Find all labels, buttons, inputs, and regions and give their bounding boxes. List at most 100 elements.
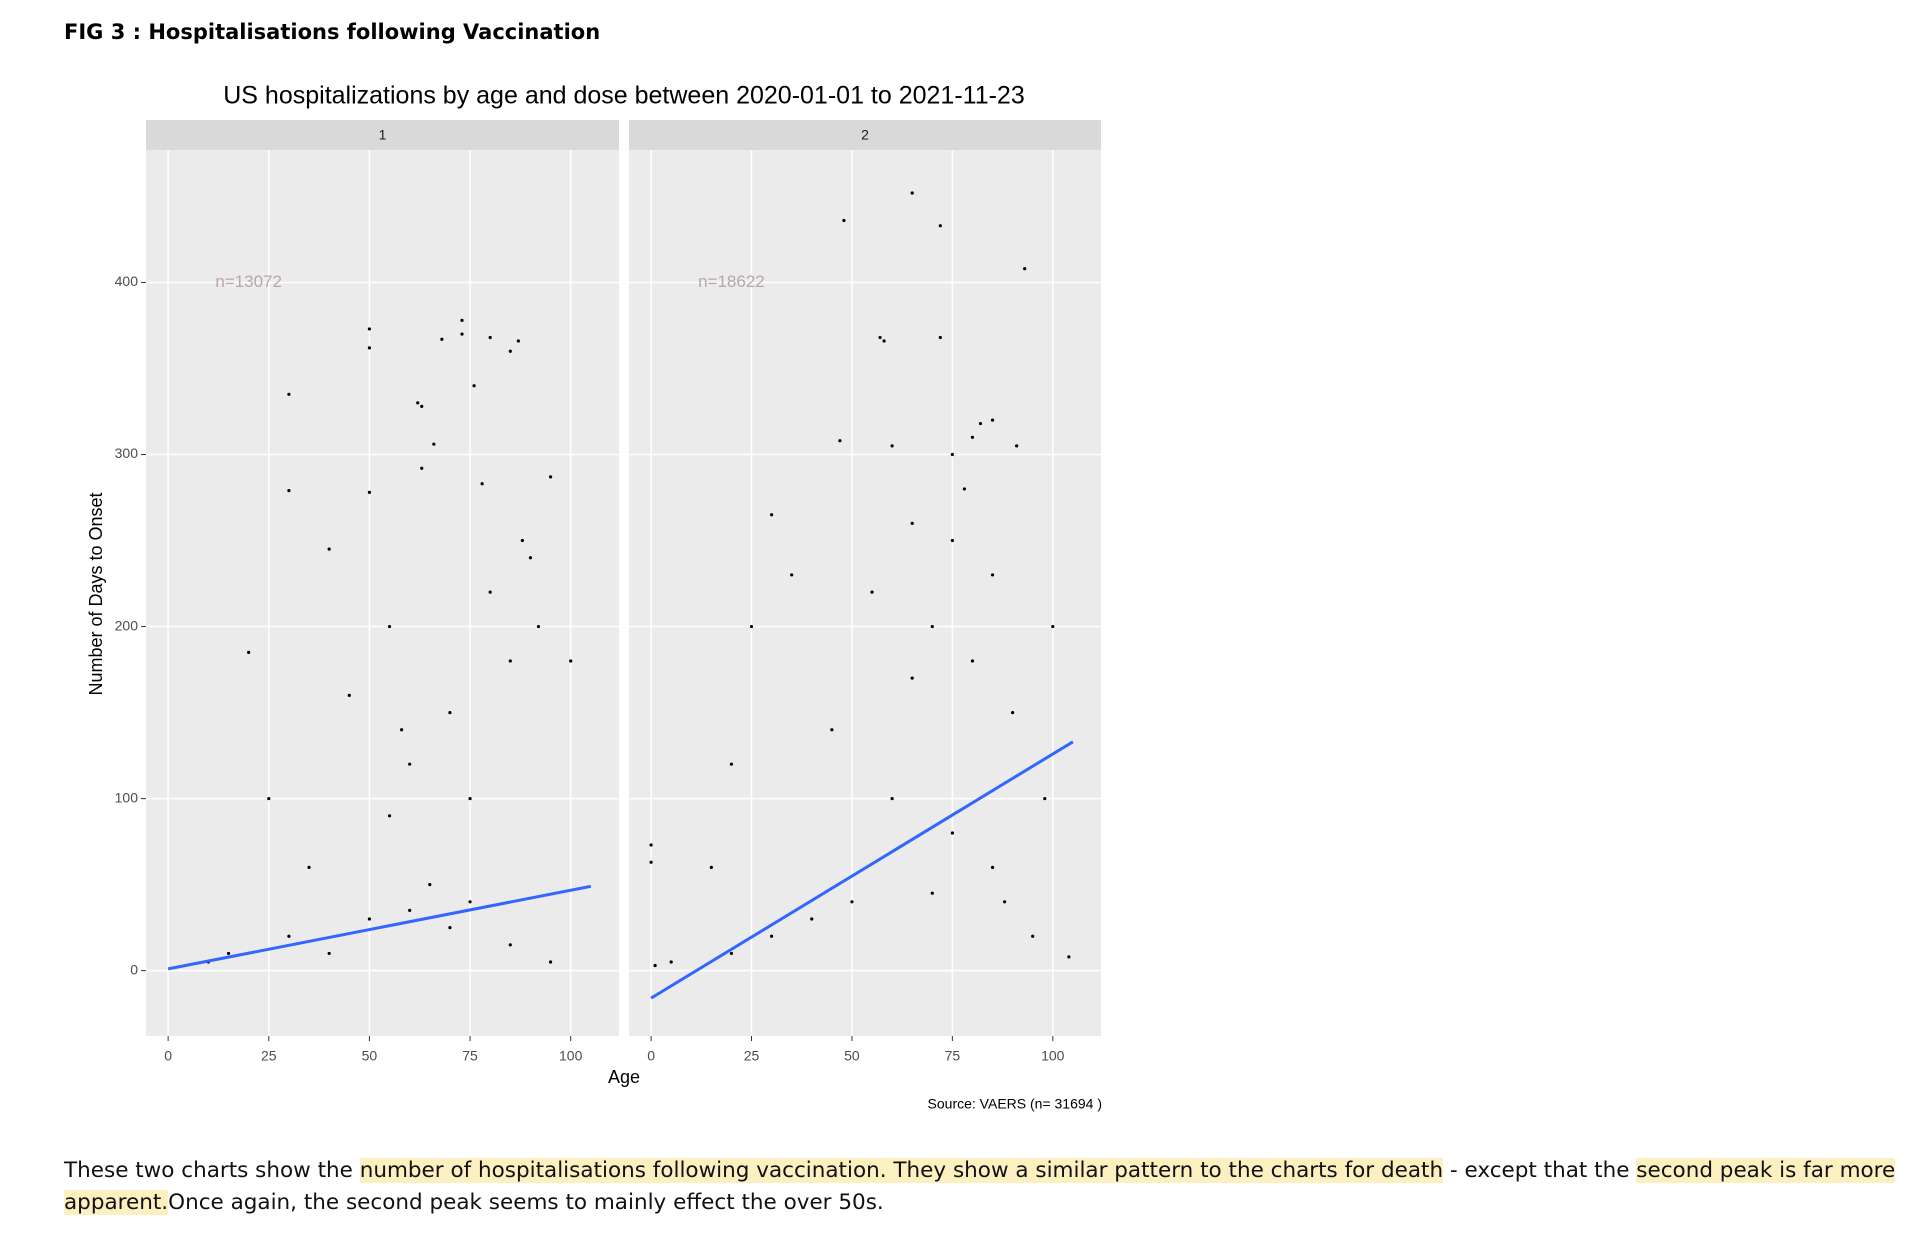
data-point — [882, 339, 886, 343]
data-point — [367, 327, 372, 331]
data-point — [1002, 900, 1007, 904]
data-point — [428, 883, 432, 887]
data-point — [810, 917, 814, 921]
data-point — [226, 951, 231, 956]
data-point — [990, 865, 995, 870]
data-point — [387, 814, 392, 818]
data-point — [930, 624, 934, 629]
data-point — [938, 335, 942, 340]
data-point — [990, 573, 995, 577]
data-point — [472, 384, 476, 388]
data-point — [878, 335, 882, 340]
x-tick-label: 25 — [261, 1048, 277, 1064]
data-point — [950, 452, 954, 457]
data-point — [930, 891, 934, 895]
data-point — [508, 349, 512, 353]
data-point — [327, 547, 331, 551]
data-point — [962, 487, 967, 491]
data-point — [569, 659, 573, 663]
paragraph-segment: - except that the — [1443, 1158, 1637, 1183]
data-point — [460, 318, 464, 322]
data-point — [488, 335, 492, 340]
data-point — [420, 404, 424, 408]
data-point — [287, 392, 291, 396]
data-point — [448, 926, 452, 930]
paragraph: These two charts show the number of hosp… — [64, 1155, 1914, 1219]
chart: US hospitalizations by age and dose betw… — [86, 82, 1102, 1112]
data-point — [910, 191, 914, 195]
data-point — [460, 332, 464, 336]
data-point — [408, 762, 412, 766]
trend-line — [167, 884, 592, 971]
panel-background — [146, 150, 619, 1036]
data-point — [749, 624, 754, 629]
data-point — [367, 490, 372, 494]
y-tick-label: 0 — [130, 961, 138, 977]
strip-label: 1 — [379, 127, 387, 143]
data-point — [790, 573, 794, 577]
data-point — [520, 538, 524, 543]
data-point — [528, 556, 533, 560]
data-point — [770, 934, 774, 938]
data-point — [838, 439, 842, 443]
data-point — [649, 843, 653, 847]
annotation: n=13072 — [215, 272, 282, 291]
x-axis-label: Age — [608, 1067, 640, 1087]
data-point — [536, 624, 541, 629]
annotation: n=18622 — [698, 272, 765, 291]
data-point — [850, 900, 854, 904]
data-point — [548, 960, 553, 964]
data-point — [347, 693, 351, 697]
x-tick-label: 0 — [647, 1048, 655, 1064]
data-point — [488, 590, 492, 594]
data-point — [508, 659, 512, 663]
data-point — [870, 590, 874, 594]
x-tick-label: 25 — [744, 1048, 760, 1064]
data-point — [432, 442, 436, 446]
paragraph-segment: number of hospitalisations following vac… — [359, 1158, 1444, 1183]
panel-background — [629, 150, 1101, 1036]
data-point — [516, 339, 520, 343]
data-point — [508, 943, 512, 947]
y-tick-label: 200 — [115, 617, 139, 633]
data-point — [247, 650, 251, 654]
heading: FIG 3 : Hospitalisations following Vacci… — [64, 20, 601, 44]
data-point — [468, 900, 472, 904]
y-axis-label: Number of Days to Onset — [86, 492, 106, 695]
data-point — [420, 466, 424, 470]
x-tick-label: 50 — [844, 1048, 860, 1064]
y-tick-label: 100 — [115, 789, 139, 805]
strip — [146, 120, 619, 150]
data-point — [1067, 955, 1071, 959]
data-point — [287, 489, 291, 493]
trend-line — [650, 740, 1074, 1000]
data-point — [307, 865, 311, 870]
data-point — [910, 521, 914, 525]
y-tick-label: 400 — [115, 273, 139, 289]
chart-title: US hospitalizations by age and dose betw… — [223, 82, 1025, 110]
data-point — [387, 624, 392, 629]
data-point — [709, 865, 713, 870]
data-point — [440, 337, 444, 341]
data-point — [468, 796, 472, 801]
data-point — [950, 831, 954, 835]
data-point — [669, 960, 673, 964]
data-point — [830, 728, 834, 732]
data-point — [653, 963, 657, 968]
data-point — [938, 224, 942, 228]
data-point — [990, 418, 995, 422]
source: Source: VAERS (n= 31694 ) — [928, 1096, 1102, 1112]
strip-label: 2 — [861, 127, 869, 143]
data-point — [1031, 934, 1035, 938]
data-point — [1043, 796, 1047, 801]
data-point — [950, 538, 954, 543]
data-point — [729, 762, 734, 766]
data-point — [287, 934, 291, 938]
data-point — [400, 728, 404, 732]
data-point — [480, 482, 484, 486]
data-point — [416, 401, 420, 405]
data-point — [1015, 444, 1019, 448]
data-point — [910, 676, 914, 680]
data-point — [842, 218, 846, 223]
data-point — [548, 475, 553, 479]
